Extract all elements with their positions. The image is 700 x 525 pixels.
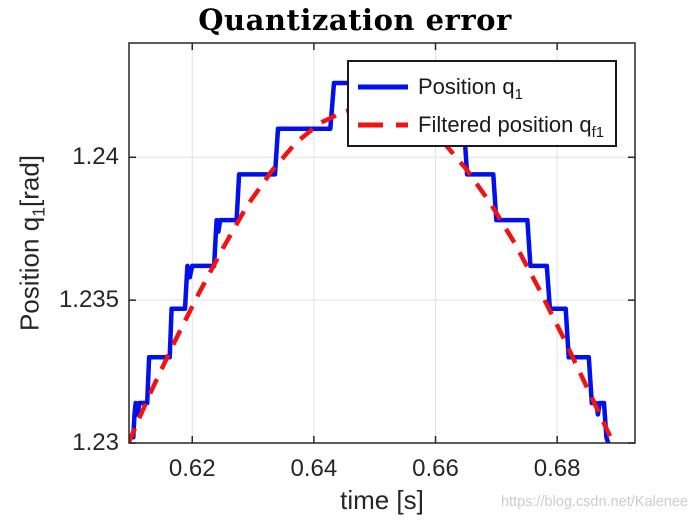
legend-label-position: Position q1 (418, 74, 523, 104)
y-tick-label: 1.23 (72, 429, 119, 456)
axis-ticks (129, 43, 635, 444)
x-tick-label: 0.68 (533, 455, 581, 482)
watermark: https://blog.csdn.net/Kalenee (500, 494, 688, 510)
position-line (129, 80, 611, 443)
legend-dashed-line-sample (358, 122, 408, 128)
legend-label-filtered-text: Filtered position q (418, 112, 592, 137)
legend-label-position-text: Position q (418, 74, 515, 99)
y-tick-label: 1.235 (58, 286, 119, 314)
legend-label-filtered: Filtered position qf1 (418, 112, 605, 142)
data-series (129, 80, 614, 443)
x-axis-label: time [s] (340, 485, 424, 515)
plot-border (128, 42, 636, 444)
x-tick-label: 0.62 (168, 455, 216, 482)
filtered-position-line (129, 103, 614, 443)
legend-label-filtered-subscript: f1 (591, 124, 605, 142)
y-tick-label: 1.24 (72, 143, 119, 171)
legend-box: Position q1 Filtered position qf1 (347, 60, 617, 147)
x-tick-label: 0.64 (290, 455, 338, 482)
chart-title: Quantization error (198, 3, 512, 37)
x-tick-label: 0.66 (412, 455, 459, 482)
legend-item-filtered: Filtered position qf1 (355, 105, 615, 145)
legend-item-position: Position q1 (355, 69, 615, 105)
legend-solid-line-sample (358, 84, 408, 90)
legend-label-position-subscript: 1 (514, 86, 523, 104)
y-axis-label-subscript: 1 (28, 207, 49, 217)
